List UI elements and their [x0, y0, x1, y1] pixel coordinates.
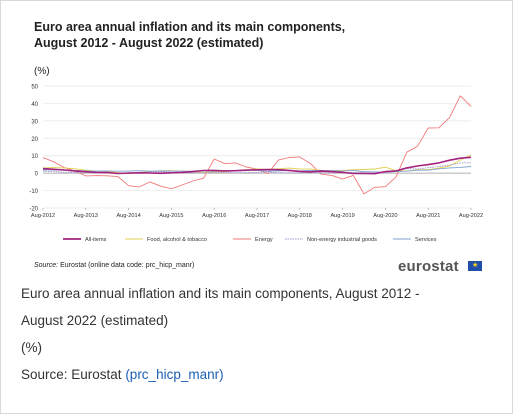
x-tick-label: Aug-2020 [373, 213, 397, 219]
x-tick-label: Aug-2022 [459, 213, 483, 219]
chart-unit: (%) [34, 66, 50, 77]
y-tick-label: -20 [29, 207, 38, 213]
caption-title: Euro area annual inflation and its main … [21, 286, 420, 301]
legend-label: All-items [85, 237, 107, 243]
caption-unit: (%) [21, 340, 42, 355]
y-tick-label: 30 [31, 119, 38, 125]
y-tick-label: 0 [35, 172, 39, 178]
source-link[interactable]: (prc_hicp_manr) [125, 367, 224, 382]
legend-label: Services [415, 237, 437, 243]
x-tick-label: Aug-2016 [202, 213, 226, 219]
caption-source: Source: Eurostat (prc_hicp_manr) [21, 361, 481, 388]
x-tick-label: Aug-2012 [31, 213, 55, 219]
x-tick-label: Aug-2017 [245, 213, 269, 219]
legend-label: Food, alcohol & tobacco [147, 237, 207, 243]
y-tick-label: 40 [31, 102, 38, 108]
chart-source-text: Eurostat (online data code: prc_hicp_man… [60, 262, 195, 269]
legend-label: Non-energy industrial goods [307, 237, 377, 243]
x-tick-label: Aug-2013 [74, 213, 98, 219]
y-tick-label: -10 [29, 189, 38, 195]
chart-title: Euro area annual inflation and its main … [34, 19, 434, 51]
chart-title-line1: Euro area annual inflation and its main … [34, 20, 346, 34]
x-tick-label: Aug-2018 [288, 213, 312, 219]
chart-source: Source: Eurostat (online data code: prc_… [34, 262, 194, 269]
x-tick-label: Aug-2014 [116, 213, 140, 219]
y-tick-label: 10 [31, 154, 38, 160]
chart-title-line2: August 2012 - August 2022 (estimated) [34, 36, 264, 50]
caption-title-cont: August 2022 (estimated) [21, 313, 169, 328]
x-tick-label: Aug-2021 [416, 213, 440, 219]
legend-label: Energy [255, 237, 273, 243]
caption-source-prefix: Source: Eurostat [21, 367, 126, 382]
series-line-energy [42, 95, 472, 195]
y-tick-label: 50 [31, 85, 38, 91]
series-line-all-items [42, 156, 472, 175]
y-tick-label: 20 [31, 137, 38, 143]
x-tick-label: Aug-2015 [159, 213, 183, 219]
figure-caption: Euro area annual inflation and its main … [21, 280, 481, 388]
x-tick-label: Aug-2019 [330, 213, 354, 219]
eu-flag-icon: ★ [468, 261, 482, 271]
chart-source-label: Source: [34, 262, 59, 269]
eurostat-logo: eurostat [398, 258, 459, 275]
